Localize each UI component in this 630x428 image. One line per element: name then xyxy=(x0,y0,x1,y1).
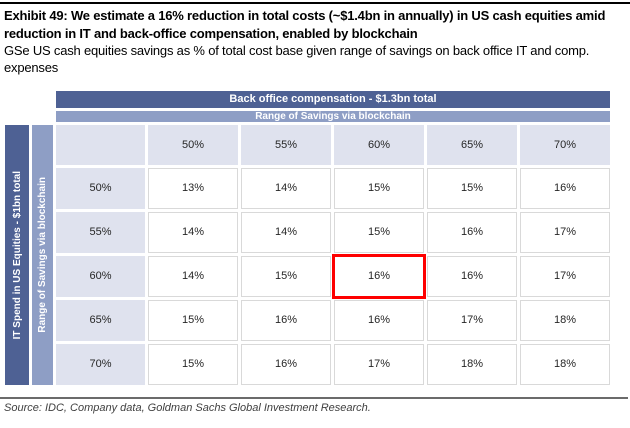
data-cell: 14% xyxy=(241,211,331,253)
column-header-55: 55% xyxy=(241,124,331,165)
row-header-55: 55% xyxy=(56,211,145,253)
row-header-70: 70% xyxy=(56,343,145,385)
row-header-50: 50% xyxy=(56,167,145,209)
data-cell: 15% xyxy=(334,167,424,209)
data-cell: 17% xyxy=(520,211,610,253)
corner-cell xyxy=(56,124,145,165)
data-cell: 18% xyxy=(520,299,610,341)
top-header-bars: Back office compensation - $1.3bn total … xyxy=(56,90,610,122)
left-header-range-of-savings: Range of Savings via blockchain xyxy=(32,124,53,385)
exhibit-title: Exhibit 49: We estimate a 16% reduction … xyxy=(4,8,606,41)
cells-grid: 50% 55% 60% 65% 70% 50% 13% 14% 15% 15% … xyxy=(56,124,610,385)
data-cell: 13% xyxy=(148,167,238,209)
left-header-it-spend-label: IT Spend in US Equities - $1bn total xyxy=(11,170,23,339)
top-divider xyxy=(0,2,630,4)
data-cell: 16% xyxy=(520,167,610,209)
row-header-65: 65% xyxy=(56,299,145,341)
data-cell-highlighted: 16% xyxy=(332,253,426,299)
data-cell: 17% xyxy=(427,299,517,341)
left-header-it-spend: IT Spend in US Equities - $1bn total xyxy=(5,124,29,385)
data-cell: 14% xyxy=(241,167,331,209)
left-header-range-of-savings-label: Range of Savings via blockchain xyxy=(37,176,48,333)
source-divider xyxy=(0,396,628,399)
data-cell: 15% xyxy=(241,255,331,297)
table-body: IT Spend in US Equities - $1bn total Ran… xyxy=(5,124,610,385)
top-header-range-of-savings: Range of Savings via blockchain xyxy=(56,110,610,122)
data-cell: 18% xyxy=(427,343,517,385)
exhibit-header: Exhibit 49: We estimate a 16% reduction … xyxy=(0,4,628,77)
top-header-back-office-compensation: Back office compensation - $1.3bn total xyxy=(56,90,610,108)
column-header-50: 50% xyxy=(148,124,238,165)
data-cell: 18% xyxy=(520,343,610,385)
source-note: Source: IDC, Company data, Goldman Sachs… xyxy=(4,401,371,414)
data-cell: 15% xyxy=(334,211,424,253)
data-cell: 16% xyxy=(241,343,331,385)
data-cell: 17% xyxy=(520,255,610,297)
data-cell: 14% xyxy=(148,211,238,253)
data-cell: 16% xyxy=(427,255,517,297)
data-cell: 16% xyxy=(427,211,517,253)
exhibit-subtitle: GSe US cash equities savings as % of tot… xyxy=(4,43,590,75)
data-cell: 15% xyxy=(148,343,238,385)
data-cell: 16% xyxy=(241,299,331,341)
data-cell: 17% xyxy=(334,343,424,385)
data-cell: 15% xyxy=(427,167,517,209)
data-cell: 16% xyxy=(334,299,424,341)
sensitivity-table: Back office compensation - $1.3bn total … xyxy=(5,90,610,385)
row-header-60: 60% xyxy=(56,255,145,297)
column-header-70: 70% xyxy=(520,124,610,165)
column-header-60: 60% xyxy=(334,124,424,165)
data-cell: 15% xyxy=(148,299,238,341)
column-header-65: 65% xyxy=(427,124,517,165)
data-cell: 14% xyxy=(148,255,238,297)
